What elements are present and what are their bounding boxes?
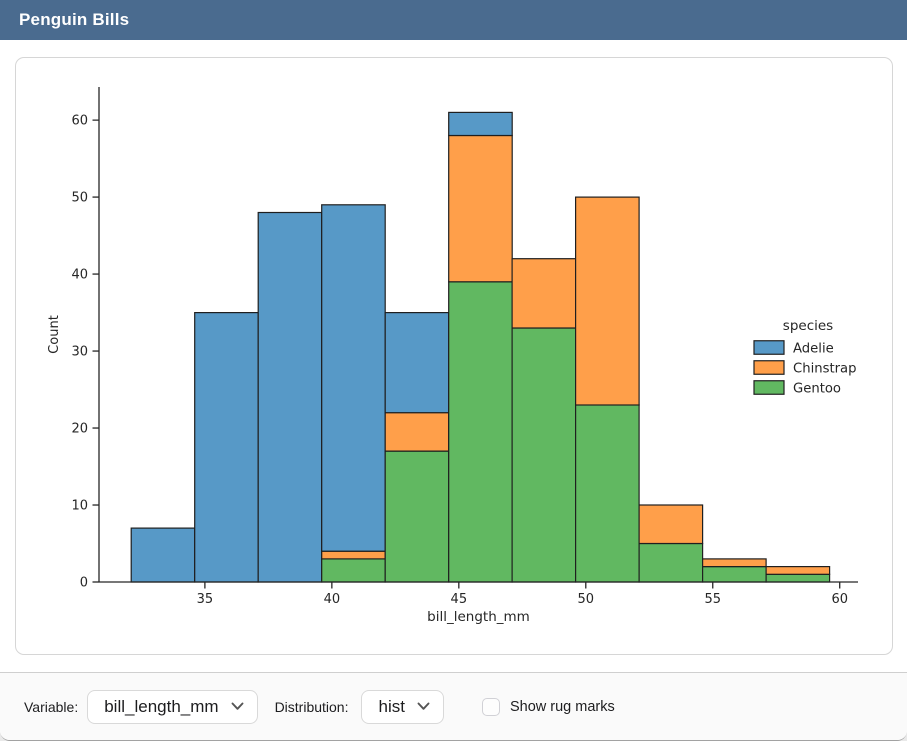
y-tick-label: 20 <box>71 422 88 437</box>
main-content: 0 10 20 30 40 50 60 35 40 45 50 55 60 bill_length_mm C… <box>0 40 907 655</box>
hist-bar-chinstrap <box>448 134 513 283</box>
y-tick-label: 0 <box>80 576 88 591</box>
penguin-histogram-chart: 0 10 20 30 40 50 60 35 40 45 50 55 60 bill_length_mm C… <box>47 87 858 625</box>
legend-title: species <box>783 318 833 334</box>
divider <box>0 672 907 673</box>
distribution-select[interactable]: hist <box>361 689 444 724</box>
y-tick-label: 50 <box>71 191 88 206</box>
hist-bar-chinstrap <box>511 258 577 329</box>
chart-card: 0 10 20 30 40 50 60 35 40 45 50 55 60 bill_length_mm C… <box>15 57 893 655</box>
hist-bar-gentoo <box>448 281 513 583</box>
hist-bar-gentoo <box>638 542 704 583</box>
distribution-select-value: hist <box>378 696 405 716</box>
hist-bar-adelie <box>384 312 450 414</box>
x-tick-label: 60 <box>831 592 848 607</box>
hist-bar-chinstrap <box>765 566 831 575</box>
legend-label-gentoo: Gentoo <box>793 381 841 396</box>
hist-bar-adelie <box>130 527 196 583</box>
x-tick-label: 45 <box>451 592 468 607</box>
legend-swatch-chinstrap <box>753 360 785 375</box>
legend-label-adelie: Adelie <box>793 341 834 356</box>
hist-bar-chinstrap <box>321 550 386 560</box>
legend-label-chinstrap: Chinstrap <box>793 361 857 376</box>
hist-bar-adelie <box>448 111 513 137</box>
hist-bar-gentoo <box>384 450 450 583</box>
legend-swatch-gentoo <box>753 380 785 395</box>
distribution-label: Distribution: <box>274 698 349 715</box>
x-tick-label: 40 <box>324 592 341 607</box>
app-header: Penguin Bills <box>0 0 907 40</box>
x-axis-label: bill_length_mm <box>427 609 530 625</box>
controls-bar: Variable: bill_length_mm Distribution: h… <box>0 673 907 740</box>
y-tick-label: 60 <box>71 114 88 129</box>
hist-bar-gentoo <box>765 573 831 583</box>
hist-bar-gentoo <box>574 404 640 583</box>
show-rug-checkbox[interactable] <box>481 697 500 716</box>
show-rug-label: Show rug marks <box>509 698 615 715</box>
y-tick-label: 10 <box>71 499 88 514</box>
hist-bar-adelie <box>194 312 259 583</box>
legend-swatch-adelie <box>753 340 785 355</box>
y-tick-label: 30 <box>71 345 88 360</box>
hist-bar-chinstrap <box>574 196 640 406</box>
y-axis-label: Count <box>47 315 62 354</box>
hist-bar-chinstrap <box>384 412 450 452</box>
variable-select-value: bill_length_mm <box>104 696 219 716</box>
hist-bar-gentoo <box>511 327 577 583</box>
hist-bar-gentoo <box>321 558 386 583</box>
page-title: Penguin Bills <box>19 10 130 29</box>
variable-select[interactable]: bill_length_mm <box>87 689 258 724</box>
variable-label: Variable: <box>24 698 79 715</box>
chevron-down-icon <box>231 702 244 710</box>
x-tick-label: 35 <box>197 592 214 607</box>
hist-bar-chinstrap <box>701 558 767 568</box>
x-tick-label: 55 <box>704 592 721 607</box>
hist-bar-adelie <box>321 204 386 552</box>
y-tick-label: 40 <box>71 268 88 283</box>
hist-bar-adelie <box>257 211 323 583</box>
hist-bar-gentoo <box>701 566 767 583</box>
chevron-down-icon <box>417 702 430 710</box>
hist-bar-chinstrap <box>638 504 704 545</box>
x-tick-label: 50 <box>578 592 595 607</box>
